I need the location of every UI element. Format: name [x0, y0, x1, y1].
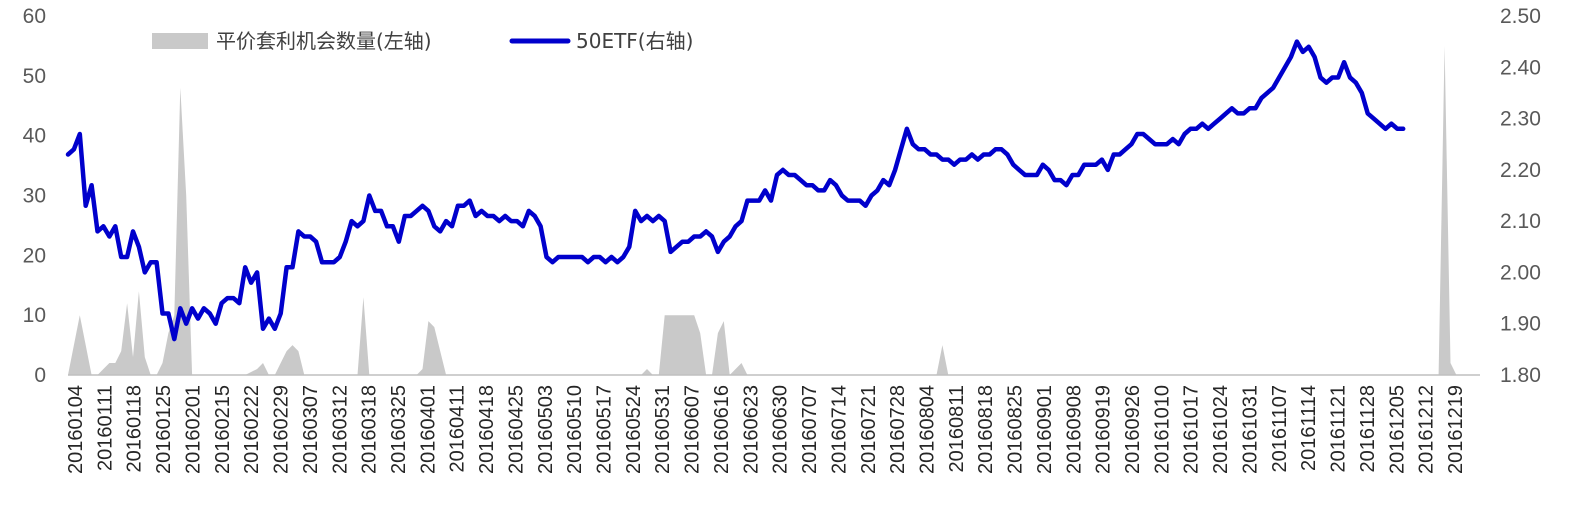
x-axis-tick-label: 20160325 — [388, 385, 410, 474]
x-axis-tick-label: 20160118 — [124, 385, 146, 473]
x-axis-tick-label: 20160901 — [1034, 385, 1056, 474]
x-axis-tick-label: 20160312 — [329, 385, 351, 474]
x-axis-tick-label: 20160104 — [65, 385, 87, 474]
x-axis-tick-label: 20160307 — [300, 385, 322, 474]
right-axis-tick-label: 2.30 — [1500, 108, 1541, 131]
right-axis-tick-label: 2.00 — [1500, 261, 1541, 284]
right-axis-tick-label: 2.10 — [1500, 210, 1541, 233]
x-axis-tick-label: 20160804 — [917, 385, 939, 474]
x-axis-tick-label: 20160607 — [682, 385, 704, 474]
chart-legend: 平价套利机会数量(左轴) 50ETF(右轴) — [152, 29, 693, 53]
right-axis-tick-label: 1.80 — [1500, 364, 1541, 387]
x-axis-tick-label: 20161128 — [1357, 385, 1379, 473]
x-axis-tick-label: 20160222 — [241, 385, 263, 474]
legend-area-label: 平价套利机会数量(左轴) — [216, 29, 432, 53]
x-axis-tick-label: 20160517 — [594, 385, 616, 474]
legend-line-label: 50ETF(右轴) — [576, 29, 693, 53]
x-axis-tick-label: 20160524 — [623, 385, 645, 474]
x-axis-tick-label: 20160215 — [212, 385, 234, 474]
x-axis-tick-label: 20161219 — [1445, 385, 1467, 474]
x-axis-tick-label: 20161114 — [1298, 385, 1320, 471]
x-axis-tick-label: 20160811 — [946, 385, 968, 473]
x-axis-tick-label: 20160707 — [799, 385, 821, 474]
x-axis-tick-label: 20161107 — [1269, 385, 1291, 473]
x-axis-tick-label: 20160818 — [975, 385, 997, 474]
x-axis-tick-label: 20160510 — [564, 385, 586, 474]
left-axis-tick-labels: 0 10 20 30 40 50 60 — [23, 5, 46, 387]
x-axis-tick-label: 20160926 — [1122, 385, 1144, 474]
x-axis-tick-label: 20160111 — [94, 385, 116, 471]
x-axis-tick-label: 20160728 — [887, 385, 909, 474]
x-axis-tick-label: 20160825 — [1005, 385, 1027, 474]
x-axis-tick-label: 20160401 — [417, 385, 439, 474]
x-axis-tick-label: 20160531 — [652, 385, 674, 474]
x-axis-tick-label: 20161031 — [1240, 385, 1262, 474]
left-axis-tick-label: 10 — [23, 304, 46, 327]
arbitrage-count-area-series — [68, 45, 1480, 376]
left-axis-tick-label: 20 — [23, 244, 46, 267]
x-axis-tick-label: 20160201 — [182, 385, 204, 474]
right-axis-tick-label: 2.40 — [1500, 56, 1541, 79]
right-axis-tick-label: 1.90 — [1500, 313, 1541, 336]
x-axis-tick-label: 20161017 — [1181, 385, 1203, 474]
x-axis-tick-label: 20160919 — [1093, 385, 1115, 474]
x-axis-tick-label: 20161010 — [1151, 385, 1173, 474]
x-axis-tick-label: 20160411 — [447, 385, 469, 473]
left-axis-tick-label: 0 — [34, 364, 46, 387]
etf-price-line-series — [65, 39, 1406, 342]
left-axis-tick-label: 60 — [23, 5, 46, 28]
x-axis-tick-label: 20160714 — [828, 385, 850, 474]
etf-price-line — [65, 39, 1406, 342]
left-axis-tick-label: 30 — [23, 185, 46, 208]
x-axis-tick-label: 20160908 — [1063, 385, 1085, 474]
x-axis-tick-label: 20161121 — [1328, 385, 1350, 473]
right-axis-tick-label: 2.50 — [1500, 5, 1541, 28]
right-axis-tick-labels: 1.80 1.90 2.00 2.10 2.20 2.30 2.40 2.50 — [1500, 5, 1541, 387]
arbitrage-count-spike — [1438, 45, 1457, 376]
x-axis-tick-label: 20161024 — [1210, 385, 1232, 474]
x-axis-tick-label: 20160616 — [711, 385, 733, 474]
x-axis-tick-label: 20160318 — [359, 385, 381, 474]
x-axis-tick-labels: 20160104 20160111 20160118 20160125 20160201… — [65, 385, 1467, 474]
x-axis-tick-label: 20160418 — [476, 385, 498, 474]
left-axis-tick-label: 40 — [23, 125, 46, 148]
right-axis-tick-label: 2.20 — [1500, 159, 1541, 182]
x-axis-tick-label: 20160623 — [740, 385, 762, 474]
x-axis-tick-label: 20160721 — [858, 385, 880, 474]
x-axis-tick-label: 20161212 — [1416, 385, 1438, 474]
x-axis-tick-label: 20160229 — [271, 385, 293, 474]
x-axis-tick-label: 20160503 — [535, 385, 557, 474]
arbitrage-count-area — [68, 87, 1480, 376]
left-axis-tick-label: 50 — [23, 65, 46, 88]
x-axis-tick-label: 20160630 — [770, 385, 792, 474]
x-axis-tick-label: 20160425 — [505, 385, 527, 474]
x-axis-tick-label: 20161205 — [1386, 385, 1408, 474]
legend-area-swatch — [152, 33, 208, 49]
x-axis-tick-label: 20160125 — [153, 385, 175, 474]
